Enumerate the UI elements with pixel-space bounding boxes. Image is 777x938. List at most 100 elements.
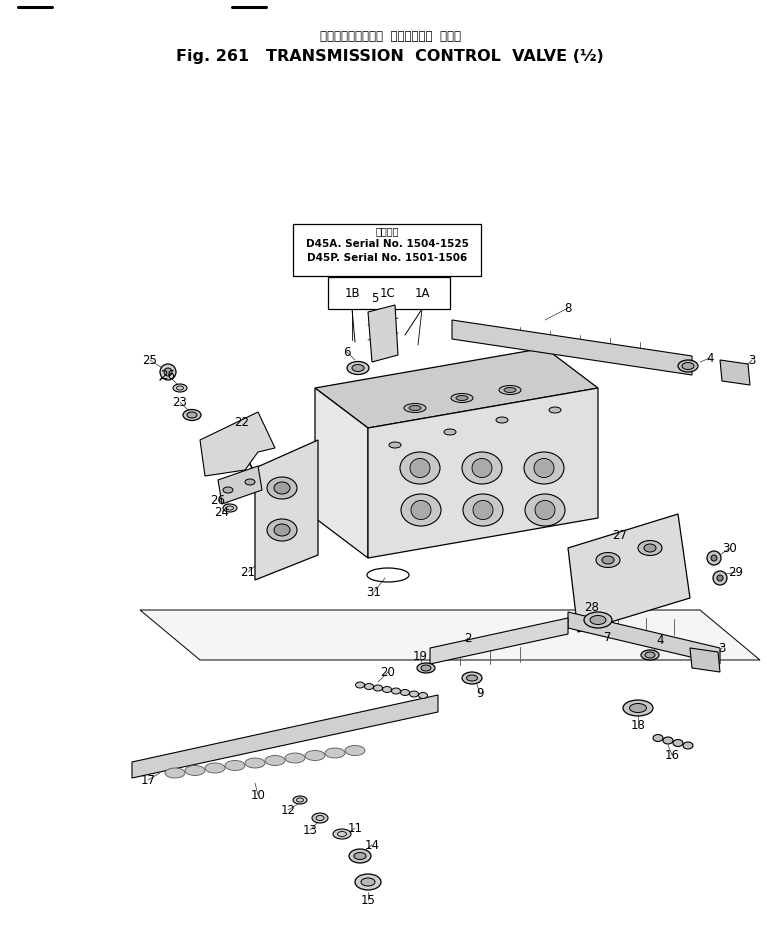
Text: 9: 9 — [476, 687, 484, 700]
Text: Fig. 261   TRANSMISSION  CONTROL  VALVE (½): Fig. 261 TRANSMISSION CONTROL VALVE (½) — [176, 49, 604, 64]
Text: D45P. Serial No. 1501-1506: D45P. Serial No. 1501-1506 — [307, 253, 467, 263]
Ellipse shape — [245, 758, 265, 768]
Ellipse shape — [462, 452, 502, 484]
Polygon shape — [200, 412, 275, 476]
Ellipse shape — [165, 768, 185, 778]
Ellipse shape — [265, 755, 285, 765]
Text: 1C: 1C — [380, 286, 395, 299]
Ellipse shape — [534, 459, 554, 477]
Text: 1A: 1A — [414, 286, 430, 299]
Polygon shape — [315, 348, 598, 428]
Text: 17: 17 — [141, 774, 155, 786]
Polygon shape — [568, 612, 720, 664]
Ellipse shape — [374, 685, 382, 691]
Ellipse shape — [349, 849, 371, 863]
Ellipse shape — [274, 482, 290, 494]
Ellipse shape — [352, 365, 364, 371]
Ellipse shape — [173, 384, 187, 392]
Polygon shape — [255, 440, 318, 580]
Ellipse shape — [504, 387, 516, 392]
Ellipse shape — [466, 675, 478, 681]
Ellipse shape — [645, 652, 655, 658]
Ellipse shape — [456, 396, 468, 401]
Circle shape — [160, 364, 176, 380]
Ellipse shape — [187, 412, 197, 418]
Ellipse shape — [473, 500, 493, 520]
Ellipse shape — [623, 700, 653, 716]
Ellipse shape — [400, 689, 409, 695]
Text: 5: 5 — [371, 292, 378, 305]
Polygon shape — [690, 648, 720, 672]
Text: 23: 23 — [172, 396, 187, 409]
Ellipse shape — [410, 459, 430, 477]
Text: 12: 12 — [280, 804, 295, 816]
Text: 24: 24 — [214, 506, 229, 519]
Ellipse shape — [638, 540, 662, 555]
Ellipse shape — [590, 615, 606, 625]
Text: 31: 31 — [367, 585, 382, 598]
Text: 19: 19 — [413, 649, 427, 662]
Ellipse shape — [444, 429, 456, 435]
Polygon shape — [720, 360, 750, 385]
Ellipse shape — [584, 612, 612, 628]
Ellipse shape — [663, 737, 673, 744]
Text: 4: 4 — [706, 352, 714, 365]
Ellipse shape — [183, 410, 201, 420]
Polygon shape — [452, 320, 692, 375]
Polygon shape — [140, 610, 760, 660]
Ellipse shape — [683, 742, 693, 749]
Ellipse shape — [274, 524, 290, 536]
Text: 13: 13 — [302, 824, 318, 837]
Text: 2: 2 — [464, 631, 472, 644]
Text: 11: 11 — [347, 822, 363, 835]
Text: 21: 21 — [241, 566, 256, 579]
Ellipse shape — [409, 405, 421, 411]
Ellipse shape — [223, 487, 233, 493]
Circle shape — [711, 555, 717, 561]
Ellipse shape — [421, 665, 431, 671]
Ellipse shape — [333, 829, 351, 839]
Circle shape — [717, 575, 723, 581]
Ellipse shape — [653, 734, 663, 742]
Text: トランスミッション  コントロール  バルブ: トランスミッション コントロール バルブ — [319, 29, 461, 42]
Polygon shape — [568, 514, 690, 632]
Ellipse shape — [641, 650, 659, 660]
Ellipse shape — [673, 739, 683, 747]
Text: 30: 30 — [723, 541, 737, 554]
Ellipse shape — [682, 362, 694, 370]
Ellipse shape — [392, 688, 400, 694]
Ellipse shape — [404, 403, 426, 413]
Ellipse shape — [285, 753, 305, 763]
Text: 26: 26 — [161, 369, 176, 382]
Ellipse shape — [499, 386, 521, 395]
Ellipse shape — [451, 394, 473, 402]
Ellipse shape — [524, 452, 564, 484]
Ellipse shape — [312, 813, 328, 823]
Text: 10: 10 — [250, 789, 266, 801]
Text: 1B: 1B — [344, 286, 360, 299]
Circle shape — [164, 368, 172, 376]
Ellipse shape — [354, 853, 366, 859]
Ellipse shape — [305, 750, 325, 761]
Ellipse shape — [596, 552, 620, 567]
Ellipse shape — [389, 442, 401, 448]
Circle shape — [713, 571, 727, 585]
Ellipse shape — [525, 494, 565, 526]
Ellipse shape — [345, 746, 365, 755]
Polygon shape — [132, 695, 438, 778]
Bar — [328, 277, 450, 309]
Ellipse shape — [463, 494, 503, 526]
Ellipse shape — [293, 796, 307, 804]
Text: 3: 3 — [748, 354, 756, 367]
Ellipse shape — [602, 556, 614, 564]
Ellipse shape — [223, 504, 237, 512]
Text: 8: 8 — [564, 301, 572, 314]
Ellipse shape — [678, 360, 698, 372]
Ellipse shape — [267, 519, 297, 541]
Ellipse shape — [417, 663, 435, 673]
Text: 25: 25 — [142, 354, 158, 367]
Ellipse shape — [382, 687, 392, 692]
Text: 22: 22 — [235, 416, 249, 429]
Text: 適用小物: 適用小物 — [375, 226, 399, 236]
Ellipse shape — [496, 417, 508, 423]
